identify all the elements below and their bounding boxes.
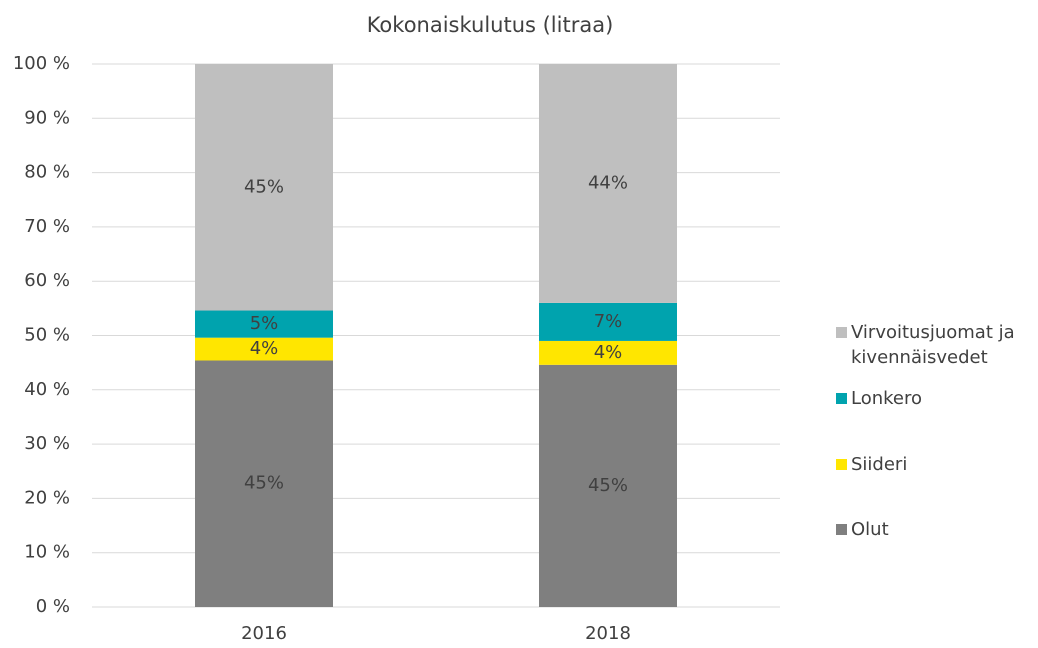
y-tick-label: 40 % xyxy=(24,379,70,400)
chart-title: Kokonaiskulutus (litraa) xyxy=(367,13,614,37)
y-tick-label: 70 % xyxy=(24,216,70,237)
bar-segment xyxy=(539,340,677,365)
data-label: 44% xyxy=(588,172,628,193)
y-tick-label: 10 % xyxy=(24,542,70,563)
data-label: 45% xyxy=(244,473,284,494)
bar-segment xyxy=(195,360,333,607)
data-label: 4% xyxy=(594,342,623,363)
legend-swatch xyxy=(836,393,847,404)
x-tick-label: 2016 xyxy=(241,623,287,644)
y-tick-label: 80 % xyxy=(24,162,70,183)
bar-segment xyxy=(195,337,333,361)
legend-label: Virvoitusjuomat ja kivennäisvedet xyxy=(851,322,1015,368)
y-tick-label: 90 % xyxy=(24,107,70,128)
legend-item: Olut xyxy=(836,517,889,542)
y-tick-label: 0 % xyxy=(36,596,70,617)
legend-swatch xyxy=(836,327,847,338)
bar-segment xyxy=(539,64,677,303)
y-tick-label: 30 % xyxy=(24,433,70,454)
y-tick-label: 20 % xyxy=(24,487,70,508)
legend-label: Lonkero xyxy=(851,388,923,409)
y-tick-label: 50 % xyxy=(24,325,70,346)
legend-label: Siideri xyxy=(851,454,908,475)
legend-label: Olut xyxy=(851,519,889,540)
bar-segment xyxy=(539,364,677,607)
y-tick-label: 60 % xyxy=(24,270,70,291)
bar-segment xyxy=(195,310,333,338)
data-label: 7% xyxy=(594,311,623,332)
data-label: 4% xyxy=(250,338,279,359)
legend-item: Lonkero xyxy=(836,386,922,411)
bar-segment xyxy=(539,302,677,341)
x-tick-label: 2018 xyxy=(585,623,631,644)
data-label: 45% xyxy=(244,176,284,197)
y-tick-label: 100 % xyxy=(13,53,70,74)
legend-item: Siideri xyxy=(836,452,907,477)
legend-swatch xyxy=(836,524,847,535)
legend-item: Virvoitusjuomat ja kivennäisvedet xyxy=(836,320,1036,370)
legend-swatch xyxy=(836,459,847,470)
bar-segment xyxy=(195,64,333,311)
data-label: 5% xyxy=(250,313,279,334)
data-label: 45% xyxy=(588,475,628,496)
